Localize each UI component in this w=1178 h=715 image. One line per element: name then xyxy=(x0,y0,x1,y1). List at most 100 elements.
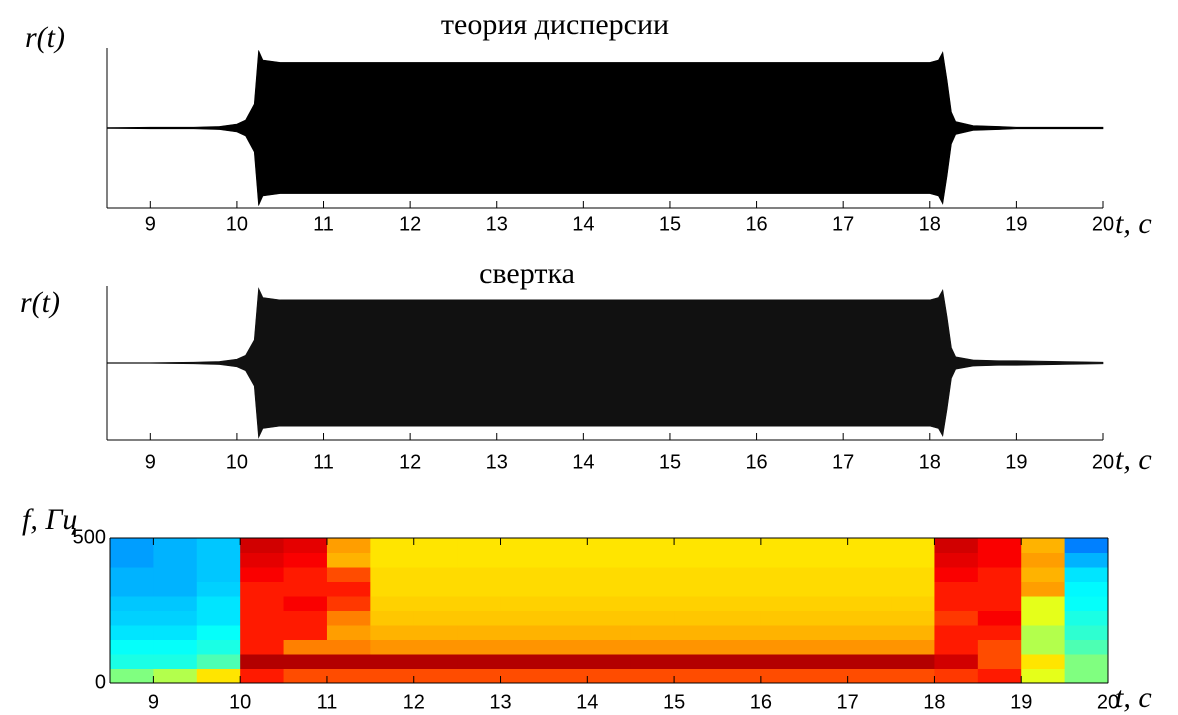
heat-cell xyxy=(283,538,328,553)
heat-cell xyxy=(1021,538,1066,553)
heat-cell xyxy=(326,654,371,669)
heat-cell xyxy=(847,654,892,669)
heat-cell xyxy=(240,596,285,611)
heat-cell xyxy=(543,639,588,655)
x-tick-label: 10 xyxy=(226,213,248,235)
x-tick-label: 14 xyxy=(576,691,598,713)
x-tick-label: 13 xyxy=(486,451,508,473)
heat-cell xyxy=(891,654,935,669)
heat-cell xyxy=(674,567,718,582)
x-tick-label: 19 xyxy=(1005,451,1027,473)
heat-cell xyxy=(587,654,632,669)
x-tick-label: 11 xyxy=(313,451,334,473)
heat-cell xyxy=(413,552,458,568)
heat-cell xyxy=(283,581,328,597)
heat-cell xyxy=(283,668,328,684)
heat-cell xyxy=(110,668,154,684)
heat-cell xyxy=(847,538,892,553)
heat-cell xyxy=(153,668,198,684)
x-tick-label: 12 xyxy=(403,691,425,713)
heat-cell xyxy=(934,654,979,669)
heat-cell xyxy=(804,654,849,669)
heat-cell xyxy=(891,552,935,568)
x-axis-label: t, с xyxy=(1115,207,1152,240)
x-tick-label: 10 xyxy=(229,691,251,713)
heat-cell xyxy=(674,654,718,669)
heat-cell xyxy=(1064,567,1109,582)
heat-cell xyxy=(283,567,328,582)
x-tick-label: 17 xyxy=(832,451,854,473)
heat-cell xyxy=(240,538,285,553)
heat-cell xyxy=(543,596,588,611)
heat-cell xyxy=(413,538,458,553)
heat-cell xyxy=(891,567,935,582)
heat-cell xyxy=(110,639,154,655)
heat-cell xyxy=(717,581,762,597)
heat-cell xyxy=(630,610,675,626)
heat-cell xyxy=(500,610,545,626)
heat-cell xyxy=(543,654,588,669)
heat-cell xyxy=(1021,610,1066,626)
x-tick-label: 9 xyxy=(145,451,156,473)
x-tick-label: 13 xyxy=(486,213,508,235)
heat-cell xyxy=(196,654,241,669)
heat-cell xyxy=(760,567,805,582)
heat-cell xyxy=(283,552,328,568)
x-tick-label: 14 xyxy=(572,213,594,235)
heat-cell xyxy=(717,567,762,582)
heat-cell xyxy=(457,639,502,655)
heat-cell xyxy=(717,639,762,655)
x-tick-label: 18 xyxy=(919,213,941,235)
heat-cell xyxy=(1064,552,1109,568)
x-tick-label: 19 xyxy=(1005,213,1027,235)
heat-cell xyxy=(587,567,632,582)
heat-cell xyxy=(1064,538,1109,553)
heat-cell xyxy=(674,610,718,626)
x-tick-label: 17 xyxy=(837,691,859,713)
heat-cell xyxy=(804,567,849,582)
x-tick-label: 9 xyxy=(145,213,156,235)
x-tick-label: 13 xyxy=(489,691,511,713)
heat-cell xyxy=(587,596,632,611)
heat-cell xyxy=(587,552,632,568)
heat-cell xyxy=(457,538,502,553)
heat-cell xyxy=(977,654,1022,669)
heat-cell xyxy=(1064,668,1109,684)
signal-upper xyxy=(106,50,1104,129)
heat-cell xyxy=(1064,654,1109,669)
heat-cell xyxy=(500,668,545,684)
y-axis-label: f, Гц xyxy=(22,503,77,536)
heat-cell xyxy=(283,654,328,669)
heat-cell xyxy=(413,610,458,626)
heat-cell xyxy=(457,668,502,684)
heat-cell xyxy=(1021,639,1066,655)
x-tick-label: 20 xyxy=(1092,213,1114,235)
heat-cell xyxy=(240,610,285,626)
heat-cell xyxy=(847,567,892,582)
heat-cell xyxy=(457,610,502,626)
heat-cell xyxy=(847,596,892,611)
heat-cell xyxy=(500,538,545,553)
x-tick-label: 10 xyxy=(226,451,248,473)
heat-cell xyxy=(457,654,502,669)
heat-cell xyxy=(196,552,241,568)
heat-cell xyxy=(934,625,979,640)
x-tick-label: 12 xyxy=(399,451,421,473)
heat-cell xyxy=(500,552,545,568)
x-axis-label: t, с xyxy=(1115,681,1152,714)
heat-cell xyxy=(977,596,1022,611)
heat-cell xyxy=(1021,625,1066,640)
heat-cell xyxy=(196,610,241,626)
x-tick-label: 11 xyxy=(313,213,334,235)
heat-cell xyxy=(1021,552,1066,568)
heat-cell xyxy=(153,610,198,626)
x-axis-label: t, с xyxy=(1115,443,1152,476)
y-axis-label: r(t) xyxy=(20,286,60,319)
heat-cell xyxy=(934,596,979,611)
heat-cell xyxy=(457,552,502,568)
heat-cell xyxy=(153,654,198,669)
heat-cell xyxy=(196,639,241,655)
heat-cell xyxy=(326,668,371,684)
x-tick-label: 17 xyxy=(832,213,854,235)
heat-cell xyxy=(630,596,675,611)
